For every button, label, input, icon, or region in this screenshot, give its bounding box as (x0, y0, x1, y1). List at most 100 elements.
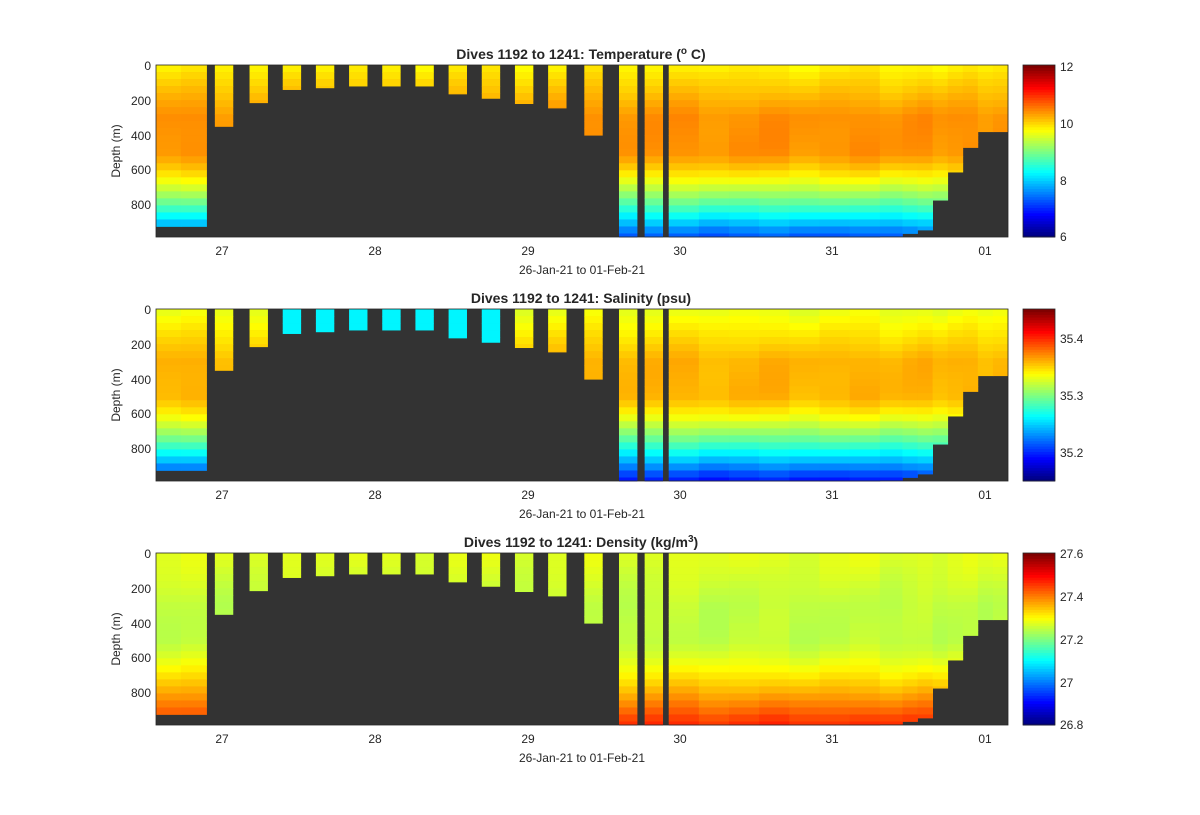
heat-cell (729, 337, 760, 345)
heat-cell (977, 107, 994, 115)
heat-cell (698, 379, 730, 387)
colorbar-swatch (1023, 587, 1055, 592)
heat-cell (962, 135, 979, 143)
heat-cell (917, 400, 933, 408)
heat-cell (644, 553, 664, 561)
heat-cell (789, 700, 820, 708)
heat-cell (180, 135, 207, 143)
heat-cell (879, 393, 903, 401)
heat-cell (729, 191, 760, 199)
heat-cell (947, 393, 964, 401)
heat-cell (644, 121, 664, 129)
heat-cell (618, 560, 638, 568)
heat-cell (644, 337, 664, 345)
dive-profile (879, 309, 903, 481)
heat-cell (947, 560, 964, 568)
dive-profile (932, 553, 949, 689)
heat-cell (879, 330, 903, 338)
heat-cell (698, 170, 730, 178)
colorbar-swatch (1023, 421, 1055, 426)
heat-cell (618, 163, 638, 171)
heat-cell (789, 163, 820, 171)
dive-profile (698, 553, 730, 726)
heat-cell (917, 177, 933, 185)
heat-cell (315, 323, 335, 331)
heat-cell (514, 65, 534, 73)
heat-cell (618, 421, 638, 429)
heat-cell (729, 170, 760, 178)
heat-cell (644, 114, 664, 122)
heat-cell (879, 149, 903, 157)
heat-cell (849, 435, 881, 443)
heat-cell (992, 86, 1009, 94)
density-xtick-27: 27 (215, 732, 229, 746)
heat-cell (879, 184, 903, 192)
heat-cell (584, 107, 603, 115)
heat-cell (180, 156, 207, 164)
colorbar-swatch (1023, 188, 1055, 192)
colorbar-swatch (1023, 335, 1055, 340)
heat-cell (819, 560, 851, 568)
heat-cell (156, 428, 182, 436)
heat-cell (180, 309, 207, 317)
heat-cell (932, 595, 949, 603)
heat-cell (180, 184, 207, 192)
heat-cell (962, 107, 979, 115)
heat-cell (789, 644, 820, 652)
heat-cell (879, 344, 903, 352)
heat-cell (849, 93, 881, 101)
colorbar-swatch (1023, 325, 1055, 329)
heat-cell (618, 414, 638, 422)
heat-cell (644, 714, 664, 722)
dive-profile (249, 65, 268, 104)
heat-cell (849, 630, 881, 638)
heat-cell (729, 414, 760, 422)
heat-cell (644, 170, 664, 178)
heat-cell (180, 651, 207, 659)
heat-cell (962, 365, 979, 373)
heat-cell (156, 107, 182, 115)
heat-cell (759, 156, 790, 164)
heat-cell (618, 602, 638, 610)
heat-cell (947, 163, 964, 171)
colorbar-swatch (1023, 700, 1055, 704)
dive-profile (789, 309, 820, 482)
heat-cell (789, 560, 820, 568)
heat-cell (668, 560, 700, 568)
heat-cell (759, 93, 790, 101)
heat-cell (879, 574, 903, 582)
heat-cell (759, 114, 790, 122)
colorbar-swatch (1023, 411, 1055, 415)
heat-cell (932, 672, 949, 680)
colorbar-swatch (1023, 210, 1055, 214)
heat-cell (879, 219, 903, 227)
heat-cell (819, 400, 851, 408)
heat-cell (668, 156, 700, 164)
heat-cell (548, 588, 567, 596)
heat-cell (729, 156, 760, 164)
heat-cell (819, 219, 851, 227)
heat-cell (902, 93, 918, 101)
heat-cell (668, 623, 700, 631)
heat-cell (917, 693, 933, 701)
heat-cell (992, 316, 1009, 324)
heat-cell (932, 393, 949, 401)
heat-cell (789, 407, 820, 415)
heat-cell (849, 107, 881, 115)
heat-cell (618, 449, 638, 457)
heat-cell (249, 86, 268, 94)
heat-cell (584, 344, 603, 352)
heat-cell (759, 142, 790, 150)
heat-cell (759, 309, 790, 317)
colorbar-swatch (1023, 118, 1055, 122)
colorbar-swatch (1023, 577, 1055, 581)
heat-cell (789, 330, 820, 338)
heat-cell (448, 93, 467, 95)
heat-cell (698, 400, 730, 408)
heat-cell (698, 574, 730, 582)
heat-cell (932, 428, 949, 436)
temperature-title: Dives 1192 to 1241: Temperature (o C) (456, 46, 705, 62)
heat-cell (849, 707, 881, 715)
heat-cell (902, 421, 918, 429)
heat-cell (789, 553, 820, 561)
